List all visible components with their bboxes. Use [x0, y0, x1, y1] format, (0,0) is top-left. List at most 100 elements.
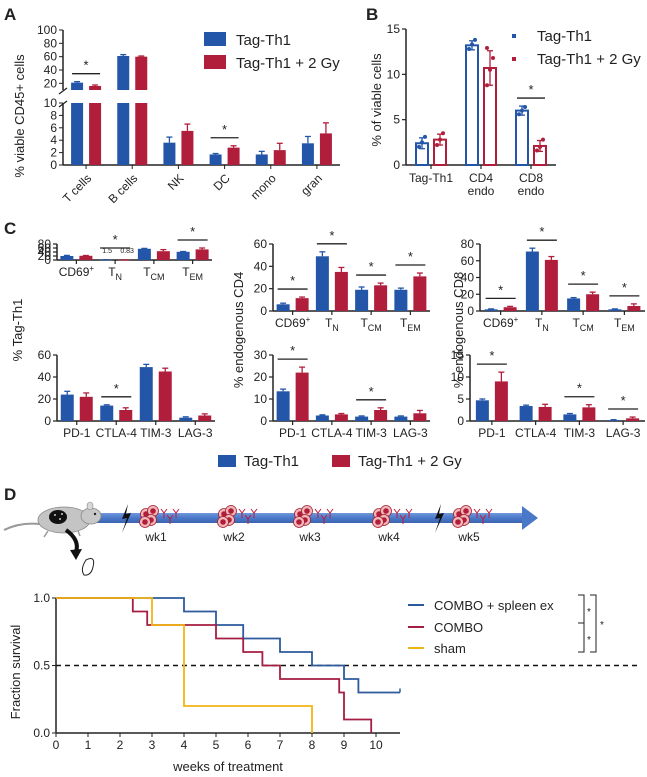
ylabel-c3: % endogenous CD8: [451, 272, 466, 388]
x-tick-label: TIM-3: [355, 426, 387, 440]
y-tick-label: 80: [38, 237, 52, 251]
cell-nucleus-icon: [228, 508, 234, 514]
survival-curve-sham: [56, 597, 313, 733]
sig-star-3: *: [600, 620, 604, 631]
timeline-label-wk4: wk4: [377, 530, 400, 544]
x-tick-label: gran: [298, 171, 325, 198]
bar-tag-th1-2-gy: [273, 150, 286, 165]
significance-star: *: [369, 259, 374, 274]
antibody-glyph: [399, 514, 407, 524]
antibody-icon: [238, 508, 258, 524]
bar-tag-th1: [301, 143, 314, 165]
bar-tag-th1-2-gy: [626, 418, 640, 421]
cell-nucleus-icon: [150, 508, 156, 514]
x-tick-label: TCM: [143, 265, 164, 282]
legend-b-label-tag-th1-2gy: Tag-Th1 + 2 Gy: [537, 51, 641, 68]
y-tick-label: 40: [38, 245, 52, 259]
significance-star: *: [621, 393, 626, 408]
y-tick-label: 80: [461, 237, 475, 251]
bar-tag-th1: [525, 251, 539, 311]
bar-tag-th1-2-gy: [135, 103, 148, 165]
bar-tag-th1: [276, 391, 290, 421]
x-tick-label: LAG-3: [178, 426, 213, 440]
cell-cluster-icon: [452, 505, 472, 528]
x-tick-label: DC: [211, 171, 233, 193]
bar-tag-th1: [71, 103, 84, 165]
antibody-icon: [393, 508, 413, 524]
y-tick-label: 5: [457, 392, 464, 406]
bar-tag-th1-2-gy: [198, 415, 212, 421]
bar-tag-th1-2-gy: [538, 406, 552, 421]
y-tick-label: 0: [50, 158, 57, 172]
y-tick-label: 0: [44, 253, 51, 267]
timeline: wk1 wk2 wk3 wk4 wk5: [3, 501, 538, 576]
x-tick-label: endo: [518, 184, 545, 198]
bar-tag-th1-2-gy: [156, 251, 170, 260]
chart-c6: 0 5 10 15 PD-1 * CTLA-4 TIM-3 * LAG-3 *: [451, 348, 645, 440]
x-tick-label: CD69+: [275, 315, 311, 330]
bar-tag-th1: [355, 289, 369, 311]
cell-nucleus-icon: [455, 519, 461, 525]
bar-tag-th1: [465, 44, 479, 166]
y-tick-label: 20: [38, 392, 52, 406]
sig-bracket-combo-spleen-vs-combo: [578, 594, 585, 624]
panel-label-b: B: [366, 5, 378, 24]
lightning-icon: [435, 504, 444, 533]
x-tick-label: CTLA-4: [311, 426, 353, 440]
antibody-glyph: [172, 508, 180, 518]
y-tick-label: 0.5: [33, 659, 50, 673]
bar-tag-th1: [394, 289, 408, 311]
cell-nucleus-icon: [220, 519, 226, 525]
x-tick-label: 7: [277, 738, 284, 752]
legend-b-label-tag-th1: Tag-Th1: [537, 28, 592, 45]
antibody-icon: [314, 508, 334, 524]
ylabel-d: Fraction survival: [8, 625, 23, 720]
data-point: [438, 137, 442, 142]
panel-label-d: D: [4, 485, 16, 504]
bar-tag-th1-2-gy: [295, 372, 309, 421]
x-tick-label: TIM-3: [140, 426, 172, 440]
y-tick-label: 4: [50, 133, 57, 147]
cell-nucleus-icon: [463, 508, 469, 514]
bar-tag-th1-2-gy: [295, 298, 309, 311]
data-point: [517, 112, 521, 117]
bar-tag-th1: [176, 251, 190, 260]
bar-tag-th1-2-gy: [494, 381, 508, 421]
sig-star-2: *: [587, 635, 591, 646]
significance-star: *: [581, 268, 586, 283]
antibody-glyph: [320, 514, 328, 524]
significance-star: *: [114, 381, 119, 396]
x-tick-label: LAG-3: [393, 426, 428, 440]
x-tick-label: 8: [309, 738, 316, 752]
antibody-glyph: [473, 508, 481, 518]
y-tick-label: 60: [254, 237, 268, 251]
chart-c5: 0 10 20 30 PD-1 * CTLA-4 TIM-3 * LAG-3: [254, 343, 430, 440]
bar-tag-th1: [394, 416, 408, 421]
bar-tag-th1-2-gy: [582, 407, 596, 421]
bar-tag-th1-2-gy: [89, 103, 102, 165]
legend-label-tag-th1-2gy: Tag-Th1 + 2 Gy: [236, 55, 340, 72]
y-tick-label: 10: [451, 370, 465, 384]
cell-cluster-icon: [372, 505, 392, 528]
x-tick-label: TN: [108, 265, 122, 282]
bar-tag-th1: [515, 109, 529, 166]
legend-c-swatch-tag-th1: [218, 455, 236, 467]
y-tick-label: 8: [50, 108, 57, 122]
bar-tag-th1-2-gy: [413, 276, 427, 311]
timeline-label-wk5: wk5: [457, 530, 480, 544]
bar-tag-th1: [607, 420, 621, 421]
x-tick-label: CTLA-4: [96, 426, 138, 440]
bar-tag-th1: [567, 298, 581, 311]
bar-tag-th1-2-gy: [79, 396, 93, 421]
bar-tag-th1: [137, 248, 151, 260]
bar-tag-th1-2-gy: [79, 255, 93, 260]
legend-b: Tag-Th1 Tag-Th1 + 2 Gy: [512, 28, 641, 68]
y-tick-label: 0: [260, 304, 267, 318]
y-tick-label: 60: [44, 50, 58, 64]
antibody-glyph: [250, 508, 258, 518]
x-tick-label: 10: [369, 738, 383, 752]
ylabel-c1: % Tag-Th1: [10, 299, 25, 362]
bar-tag-th1: [139, 367, 153, 421]
legend-a: Tag-Th1 Tag-Th1 + 2 Gy: [204, 32, 340, 72]
bar-tag-th1: [179, 417, 193, 421]
